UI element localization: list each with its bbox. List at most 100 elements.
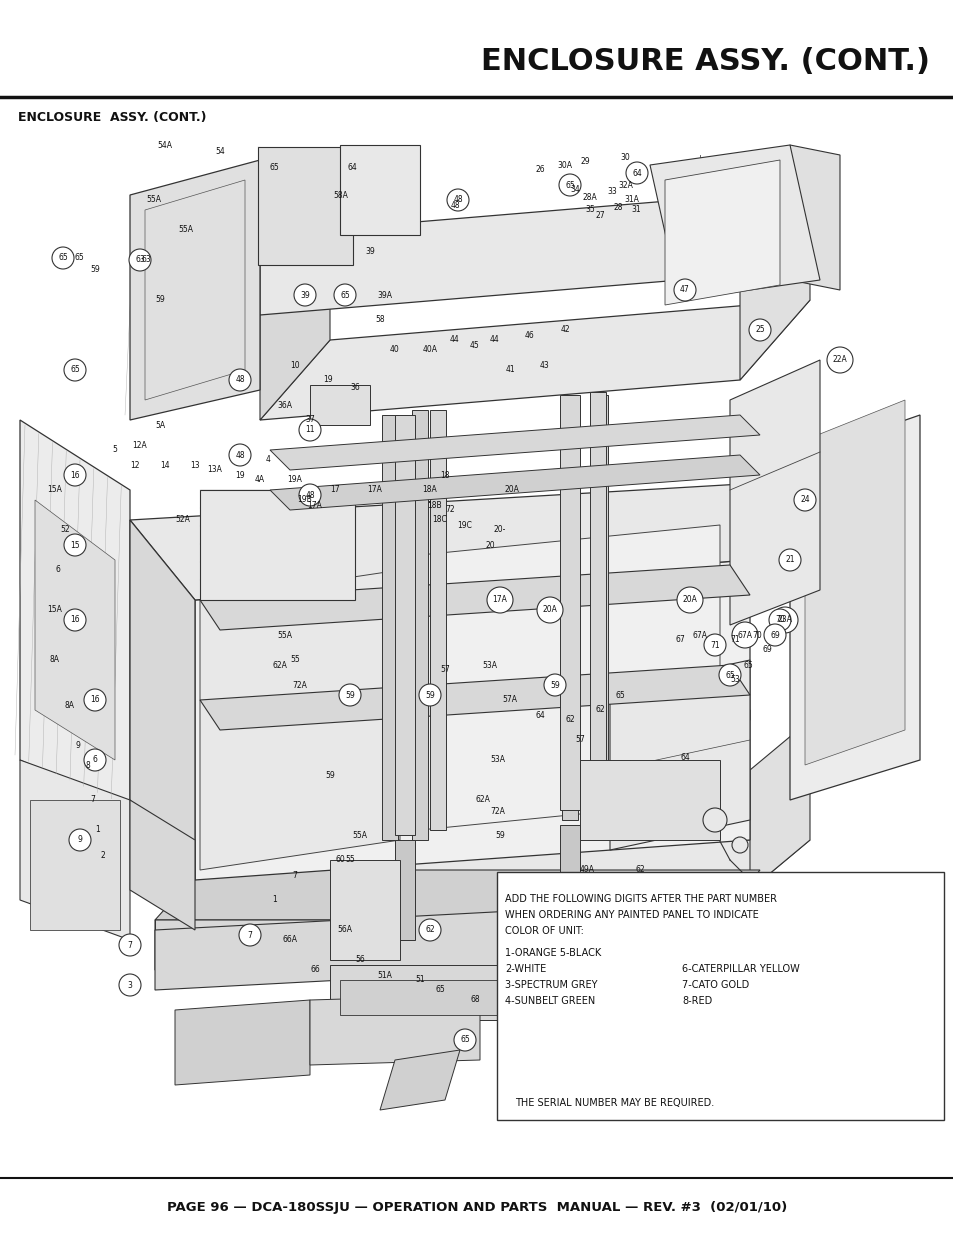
Text: 65: 65 — [435, 986, 444, 994]
Bar — [395, 415, 415, 835]
Polygon shape — [789, 415, 919, 800]
Circle shape — [229, 369, 251, 391]
Text: 59: 59 — [90, 266, 100, 274]
Text: 7: 7 — [293, 871, 297, 879]
Text: 53A: 53A — [490, 756, 504, 764]
Circle shape — [418, 919, 440, 941]
Text: 48: 48 — [305, 490, 314, 499]
Bar — [200, 490, 355, 600]
Text: 60: 60 — [335, 856, 345, 864]
Text: 67A: 67A — [692, 631, 707, 640]
Circle shape — [64, 359, 86, 382]
Text: 53A: 53A — [482, 661, 497, 669]
Polygon shape — [20, 760, 130, 940]
Text: 8A: 8A — [50, 656, 60, 664]
Text: 58A: 58A — [333, 190, 348, 200]
Text: 8: 8 — [85, 761, 90, 769]
Text: ENCLOSURE  ASSY. (CONT.): ENCLOSURE ASSY. (CONT.) — [18, 111, 206, 125]
Text: 65: 65 — [615, 690, 624, 699]
Polygon shape — [260, 195, 740, 315]
Polygon shape — [130, 161, 260, 420]
Circle shape — [731, 622, 758, 648]
Text: 67: 67 — [675, 636, 684, 645]
Text: 59: 59 — [154, 295, 165, 305]
Text: 10: 10 — [290, 362, 299, 370]
Text: 56A: 56A — [337, 925, 352, 935]
Text: 64: 64 — [679, 753, 689, 762]
Text: 33: 33 — [606, 188, 617, 196]
Polygon shape — [729, 359, 820, 625]
Text: 54A: 54A — [157, 141, 172, 149]
Polygon shape — [200, 664, 749, 730]
Text: 4: 4 — [265, 456, 270, 464]
Text: 46: 46 — [524, 331, 535, 340]
Text: 62: 62 — [425, 925, 435, 935]
Polygon shape — [419, 525, 720, 830]
Text: 28: 28 — [613, 204, 622, 212]
Text: 72A: 72A — [293, 680, 307, 689]
Text: 19A: 19A — [287, 475, 302, 484]
Text: 70: 70 — [774, 615, 784, 625]
Polygon shape — [130, 480, 809, 600]
Circle shape — [239, 924, 261, 946]
Circle shape — [826, 347, 852, 373]
Bar — [579, 760, 720, 840]
Text: 7: 7 — [128, 941, 132, 950]
Text: 20: 20 — [485, 541, 495, 550]
Bar — [310, 385, 370, 425]
Text: 20A: 20A — [681, 595, 697, 604]
Text: 13: 13 — [190, 461, 199, 469]
Text: 19C: 19C — [457, 520, 472, 530]
Text: 7-CATO GOLD: 7-CATO GOLD — [681, 981, 748, 990]
Circle shape — [69, 829, 91, 851]
Circle shape — [558, 174, 580, 196]
Bar — [30, 800, 120, 930]
Text: 16: 16 — [71, 615, 80, 625]
Text: ENCLOSURE ASSY. (CONT.): ENCLOSURE ASSY. (CONT.) — [480, 47, 929, 77]
Text: 66: 66 — [310, 966, 319, 974]
Text: 68: 68 — [525, 1051, 535, 1060]
Polygon shape — [664, 161, 780, 305]
Text: 69: 69 — [769, 631, 779, 640]
Text: 63: 63 — [504, 1005, 515, 1014]
Text: 4A: 4A — [254, 475, 265, 484]
Polygon shape — [310, 995, 479, 1065]
Circle shape — [486, 587, 513, 613]
Text: 55: 55 — [290, 656, 299, 664]
Polygon shape — [260, 235, 330, 420]
Circle shape — [518, 999, 540, 1021]
Text: 65: 65 — [340, 290, 350, 300]
Text: 1: 1 — [95, 825, 100, 835]
Circle shape — [334, 284, 355, 306]
Bar — [559, 825, 579, 920]
Polygon shape — [200, 564, 749, 630]
Polygon shape — [20, 420, 130, 810]
Text: 68: 68 — [470, 995, 479, 1004]
Circle shape — [731, 837, 747, 853]
Text: 65: 65 — [564, 180, 575, 189]
Text: 9: 9 — [75, 741, 80, 750]
Text: 18A: 18A — [422, 485, 436, 494]
Text: 27: 27 — [595, 210, 604, 220]
Text: 20A: 20A — [542, 605, 557, 615]
Text: 29: 29 — [579, 158, 589, 167]
Text: 30: 30 — [619, 152, 629, 162]
Text: 12A: 12A — [132, 441, 147, 450]
Text: 59: 59 — [425, 690, 435, 699]
Text: 65: 65 — [742, 661, 752, 669]
Circle shape — [768, 609, 790, 631]
Text: 34: 34 — [570, 185, 579, 194]
Polygon shape — [649, 144, 820, 300]
Text: 17: 17 — [330, 485, 339, 494]
Text: 17A: 17A — [307, 500, 322, 510]
Text: 49: 49 — [615, 890, 624, 899]
Text: 23A: 23A — [777, 615, 792, 625]
Polygon shape — [804, 400, 904, 764]
Text: 40: 40 — [390, 346, 399, 354]
Text: 19B: 19B — [297, 495, 312, 505]
Text: 16: 16 — [71, 471, 80, 479]
Text: 31: 31 — [631, 205, 640, 215]
Polygon shape — [174, 1000, 310, 1086]
Text: 5: 5 — [112, 446, 117, 454]
Text: 7: 7 — [90, 795, 95, 804]
